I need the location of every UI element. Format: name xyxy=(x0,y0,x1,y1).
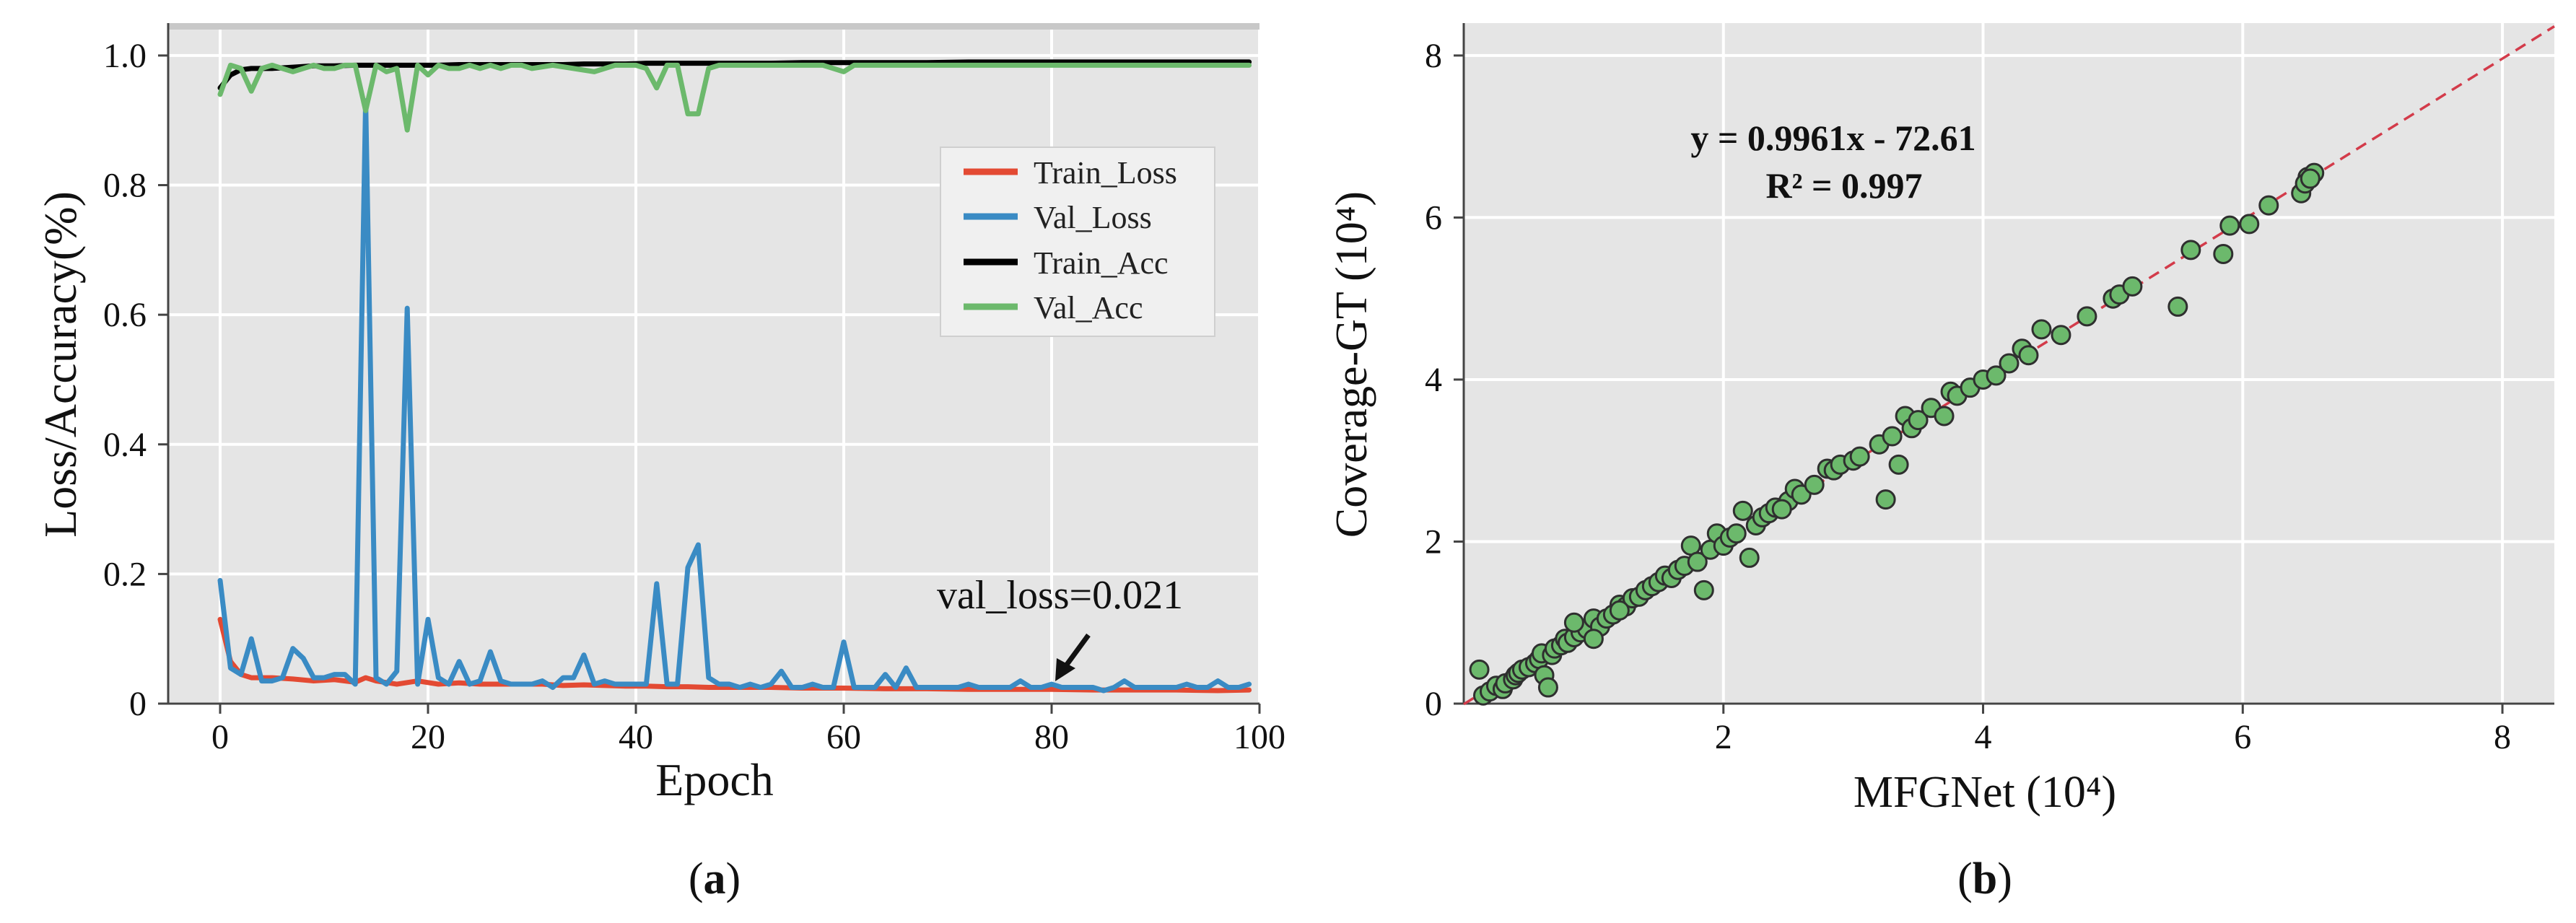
scatter-point xyxy=(2167,296,2188,317)
scatter-point xyxy=(2219,215,2240,236)
panel-a-y-tick-label: 0.6 xyxy=(103,296,147,334)
scatter-point xyxy=(2077,306,2097,327)
scatter-point xyxy=(1875,489,1896,510)
panel-b-y-tick-label: 0 xyxy=(1425,685,1442,723)
scatter-point xyxy=(1986,365,2007,386)
scatter-point xyxy=(1469,659,1490,680)
panel-a-series xyxy=(217,59,1252,694)
scatter-point xyxy=(1537,677,1558,698)
legend-label-val-acc: Val_Acc xyxy=(1034,290,1143,325)
scatter-point xyxy=(1934,406,1955,426)
panel-a-y-tick-label: 1.0 xyxy=(103,37,147,75)
panel-b-caption: (b) xyxy=(1957,854,2012,904)
scatter-point xyxy=(2018,345,2039,366)
scatter-point xyxy=(2122,276,2143,297)
scatter-point xyxy=(2051,325,2071,346)
panel-a-annotation-arrow xyxy=(1055,633,1091,681)
scatter-point xyxy=(1888,454,1909,475)
panel-a: 0 20 40 60 80 100 0 0.2 0.4 0.6 0.8 1.0 val_loss=0.… xyxy=(35,23,1285,904)
scatter-point xyxy=(1609,600,1630,621)
scatter-point xyxy=(1771,499,1792,520)
scatter-point xyxy=(1583,629,1604,649)
panel-a-ticks: 0 20 40 60 80 100 0 0.2 0.4 0.6 0.8 1.0 xyxy=(103,37,1285,756)
panel-b-y-tick-label: 4 xyxy=(1425,361,1442,399)
panel-b-ticks: 2 4 6 8 0 2 4 6 8 xyxy=(1425,37,2511,756)
scatter-point xyxy=(1999,353,2020,374)
panel-b-x-axis-title: MFGNet (10⁴) xyxy=(1854,768,2116,817)
scatter-point xyxy=(2239,214,2260,235)
scatter-point xyxy=(2213,243,2234,264)
legend-label-val-loss: Val_Loss xyxy=(1034,200,1152,235)
panel-a-caption: (a) xyxy=(689,854,741,904)
panel-a-y-tick-label: 0 xyxy=(129,685,147,723)
panel-a-top-strip xyxy=(168,23,1259,30)
panel-a-annotation: val_loss=0.021 xyxy=(937,573,1183,618)
panel-b: 2 4 6 8 0 2 4 6 8 y = 0.9961x - 72.61 R² = 0.997… xyxy=(1327,23,2555,904)
scatter-point xyxy=(1687,551,1708,572)
panel-a-legend: Train_Loss Val_Loss Train_Acc Val_Acc xyxy=(940,146,1215,337)
panel-a-x-tick-label: 40 xyxy=(619,718,653,756)
panel-b-x-tick-label: 4 xyxy=(1975,718,1992,756)
panel-a-x-axis-title: Epoch xyxy=(655,754,774,805)
panel-b-y-tick-label: 6 xyxy=(1425,198,1442,237)
panel-b-y-axis-title: Coverage-GT (10⁴) xyxy=(1327,191,1376,538)
panel-b-x-tick-label: 6 xyxy=(2234,718,2251,756)
panel-a-x-tick-label: 60 xyxy=(826,718,861,756)
scatter-point xyxy=(1882,426,1903,447)
series-line-val-loss xyxy=(217,98,1252,694)
panel-a-x-tick-label: 0 xyxy=(211,718,229,756)
panel-b-grid xyxy=(1464,23,2554,705)
panel-b-y-tick-label: 8 xyxy=(1425,37,1442,75)
legend-label-train-loss: Train_Loss xyxy=(1034,155,1177,191)
panel-a-x-tick-label: 20 xyxy=(411,718,445,756)
scatter-point xyxy=(1804,474,1825,495)
panel-b-y-tick-label: 2 xyxy=(1425,522,1442,561)
scatter-point xyxy=(1563,612,1584,633)
scatter-point xyxy=(1739,547,1760,568)
scatter-point xyxy=(2031,319,2052,340)
scatter-point xyxy=(2180,240,2201,261)
scatter-point xyxy=(1693,579,1714,600)
scatter-point xyxy=(1908,410,1929,431)
panel-a-y-tick-label: 0.8 xyxy=(103,167,147,205)
panel-b-points xyxy=(1469,162,2325,706)
scatter-point xyxy=(1732,500,1753,521)
panel-a-plot-area xyxy=(168,23,1259,704)
panel-b-r-squared: R² = 0.997 xyxy=(1765,165,1922,206)
panel-a-y-tick-label: 0.2 xyxy=(103,555,147,593)
panel-b-x-tick-label: 8 xyxy=(2494,718,2511,756)
scatter-point xyxy=(2258,195,2279,216)
scatter-point xyxy=(1849,446,1870,467)
panel-b-equation: y = 0.9961x - 72.61 xyxy=(1690,118,1975,158)
legend-label-train-acc: Train_Acc xyxy=(1034,245,1169,281)
panel-a-y-axis-title: Loss/Accuracy(%) xyxy=(35,191,86,538)
panel-a-y-tick-label: 0.4 xyxy=(103,426,147,464)
panel-b-x-tick-label: 2 xyxy=(1715,718,1732,756)
scatter-point xyxy=(2300,168,2320,189)
panel-a-x-tick-label: 80 xyxy=(1034,718,1069,756)
scatter-point xyxy=(1726,523,1747,544)
panel-a-x-tick-label: 100 xyxy=(1234,718,1285,756)
series-line-val-acc xyxy=(217,62,1252,133)
